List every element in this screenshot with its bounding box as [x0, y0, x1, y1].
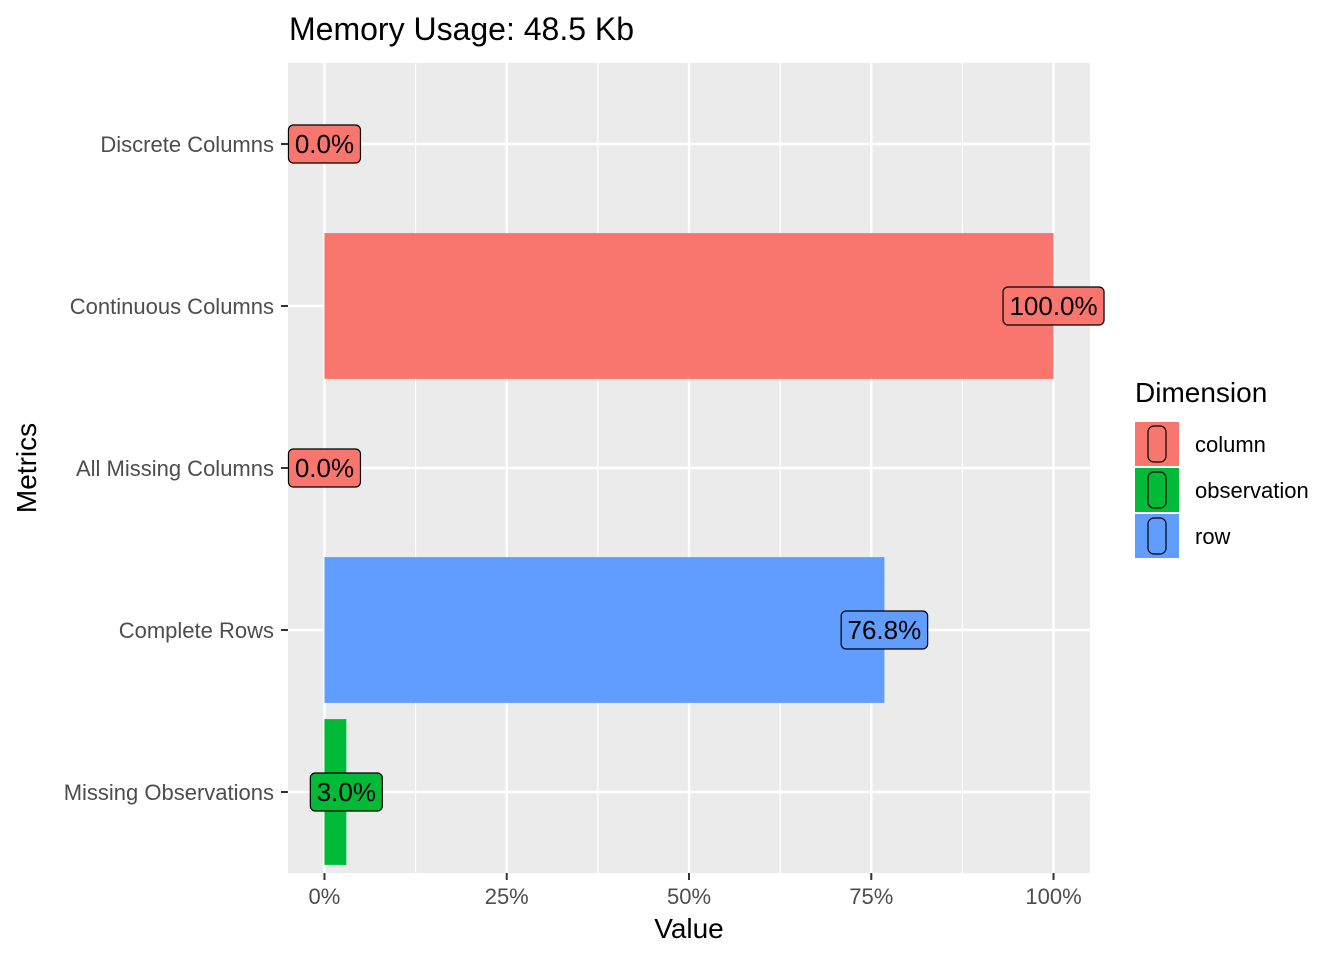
- bars: [324, 233, 1054, 865]
- y-tick-label: Complete Rows: [119, 618, 274, 643]
- data-label: 3.0%: [317, 777, 376, 807]
- y-tick-label: All Missing Columns: [76, 456, 274, 481]
- chart-title: Memory Usage: 48.5 Kb: [289, 11, 634, 47]
- legend-key-glyph: [1147, 517, 1167, 555]
- legend-label: column: [1195, 432, 1266, 457]
- x-tick-label: 25%: [485, 884, 529, 909]
- y-tick-label: Missing Observations: [64, 780, 274, 805]
- x-tick-label: 50%: [667, 884, 711, 909]
- x-tick-label: 75%: [849, 884, 893, 909]
- data-label-box: [840, 610, 929, 650]
- y-axis: Discrete Columns Continuous Columns All Mi…: [64, 132, 288, 805]
- x-axis-title: Value: [654, 913, 724, 944]
- legend-label: observation: [1195, 478, 1309, 503]
- data-label: 76.8%: [848, 615, 922, 645]
- data-label: 0.0%: [295, 453, 354, 483]
- x-tick-label: 100%: [1025, 884, 1081, 909]
- legend-title: Dimension: [1135, 377, 1267, 408]
- data-label-box: [1002, 286, 1105, 326]
- bar: [324, 557, 885, 703]
- x-axis: 0% 25% 50% 75% 100%: [309, 873, 1082, 909]
- data-labels: 0.0% 100.0% 0.0% 76.8% 3.0%: [287, 124, 1105, 812]
- legend-key-glyph: [1147, 471, 1167, 509]
- y-axis-title: Metrics: [11, 423, 42, 513]
- x-tick-label: 0%: [309, 884, 341, 909]
- data-label-box: [287, 448, 362, 488]
- data-label: 0.0%: [295, 129, 354, 159]
- legend: Dimension column observation row: [1135, 377, 1309, 558]
- legend-label: row: [1195, 524, 1231, 549]
- y-tick-label: Discrete Columns: [100, 132, 274, 157]
- data-label: 100.0%: [1009, 291, 1097, 321]
- legend-key-glyph: [1147, 425, 1167, 463]
- bar: [324, 233, 1054, 379]
- data-label-box: [309, 772, 383, 812]
- y-tick-label: Continuous Columns: [70, 294, 274, 319]
- data-label-box: [287, 124, 362, 164]
